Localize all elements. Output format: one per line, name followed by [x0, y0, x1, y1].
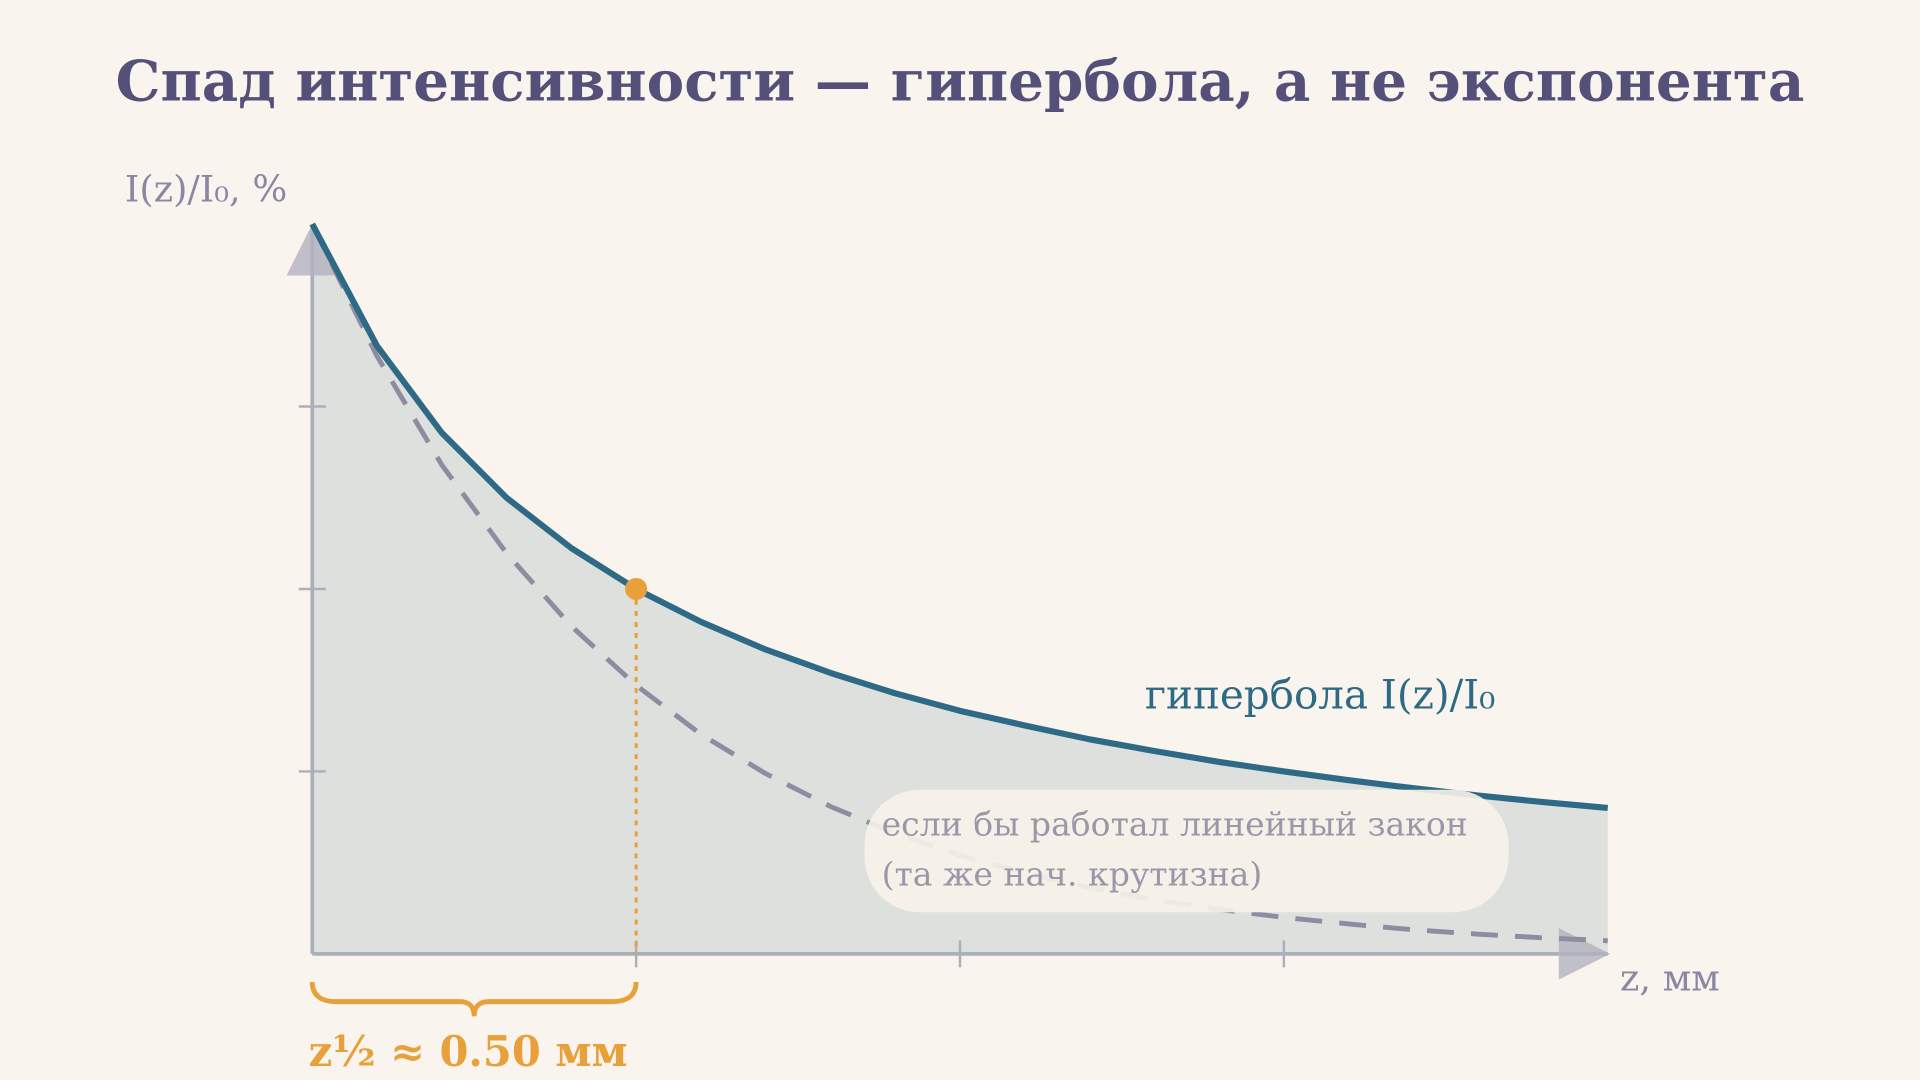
- annotation-text: если бы работал линейный закон: [882, 805, 1468, 844]
- highlight-label: z½ ≈ 0.50 мм: [309, 1027, 628, 1076]
- x-axis-label: z, мм: [1620, 956, 1720, 999]
- series-label: гипербола I(z)/I₀: [1145, 670, 1495, 718]
- brace: [309, 981, 639, 1017]
- highlight-point: [625, 577, 648, 600]
- chart-title: Спад интенсивности — гипербола, а не экс…: [116, 48, 1805, 114]
- y-axis-label: I(z)/I₀, %: [125, 168, 287, 211]
- annotation-text: (та же нач. крутизна): [882, 855, 1263, 894]
- curve: [309, 222, 1609, 811]
- annotation-box: [864, 789, 1509, 913]
- y-axis-arrow: [286, 224, 338, 276]
